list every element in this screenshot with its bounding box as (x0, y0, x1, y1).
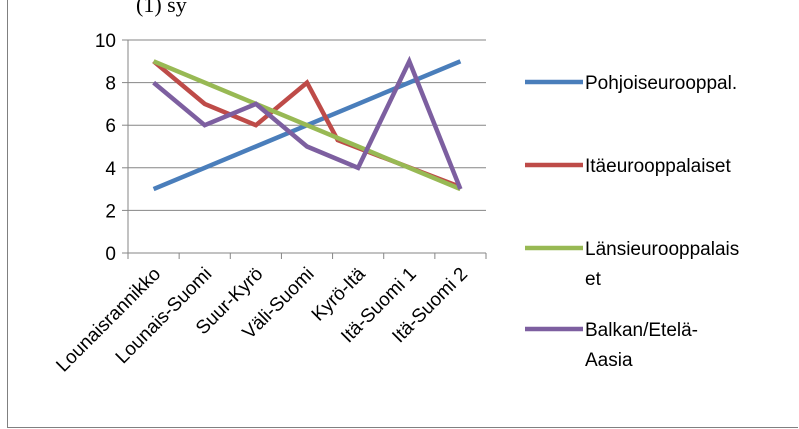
legend-label-3: Balkan/Etelä-Aasia (585, 320, 698, 371)
y-tick-label: 8 (105, 74, 116, 95)
axes (127, 40, 486, 254)
legend-label-2: Länsieurooppalais et (585, 239, 739, 290)
chart-frame (7, 0, 798, 428)
header-fragment: (1) sy (136, 0, 187, 17)
legend-label-1: Itäeurooppalaiset (585, 156, 731, 177)
y-tick-label: 10 (95, 31, 116, 52)
y-axis-ticks: 0 2 4 6 8 10 (95, 31, 128, 265)
y-tick-label: 4 (105, 159, 116, 180)
legend: Pohjoiseurooppal. Itäeurooppalaiset Länsie… (525, 73, 739, 371)
series-line-2 (152, 59, 462, 192)
gridlines (128, 39, 486, 211)
y-tick-label: 0 (105, 244, 116, 265)
series-lines (152, 55, 463, 192)
series-line-3 (152, 55, 463, 190)
legend-label-0: Pohjoiseurooppal. (585, 73, 737, 94)
y-tick-label: 2 (105, 201, 116, 222)
x-axis-ticks: LounaisrannikkoLounais-SuomiSuur-KyröVäl… (52, 253, 487, 376)
y-tick-label: 6 (105, 116, 116, 137)
